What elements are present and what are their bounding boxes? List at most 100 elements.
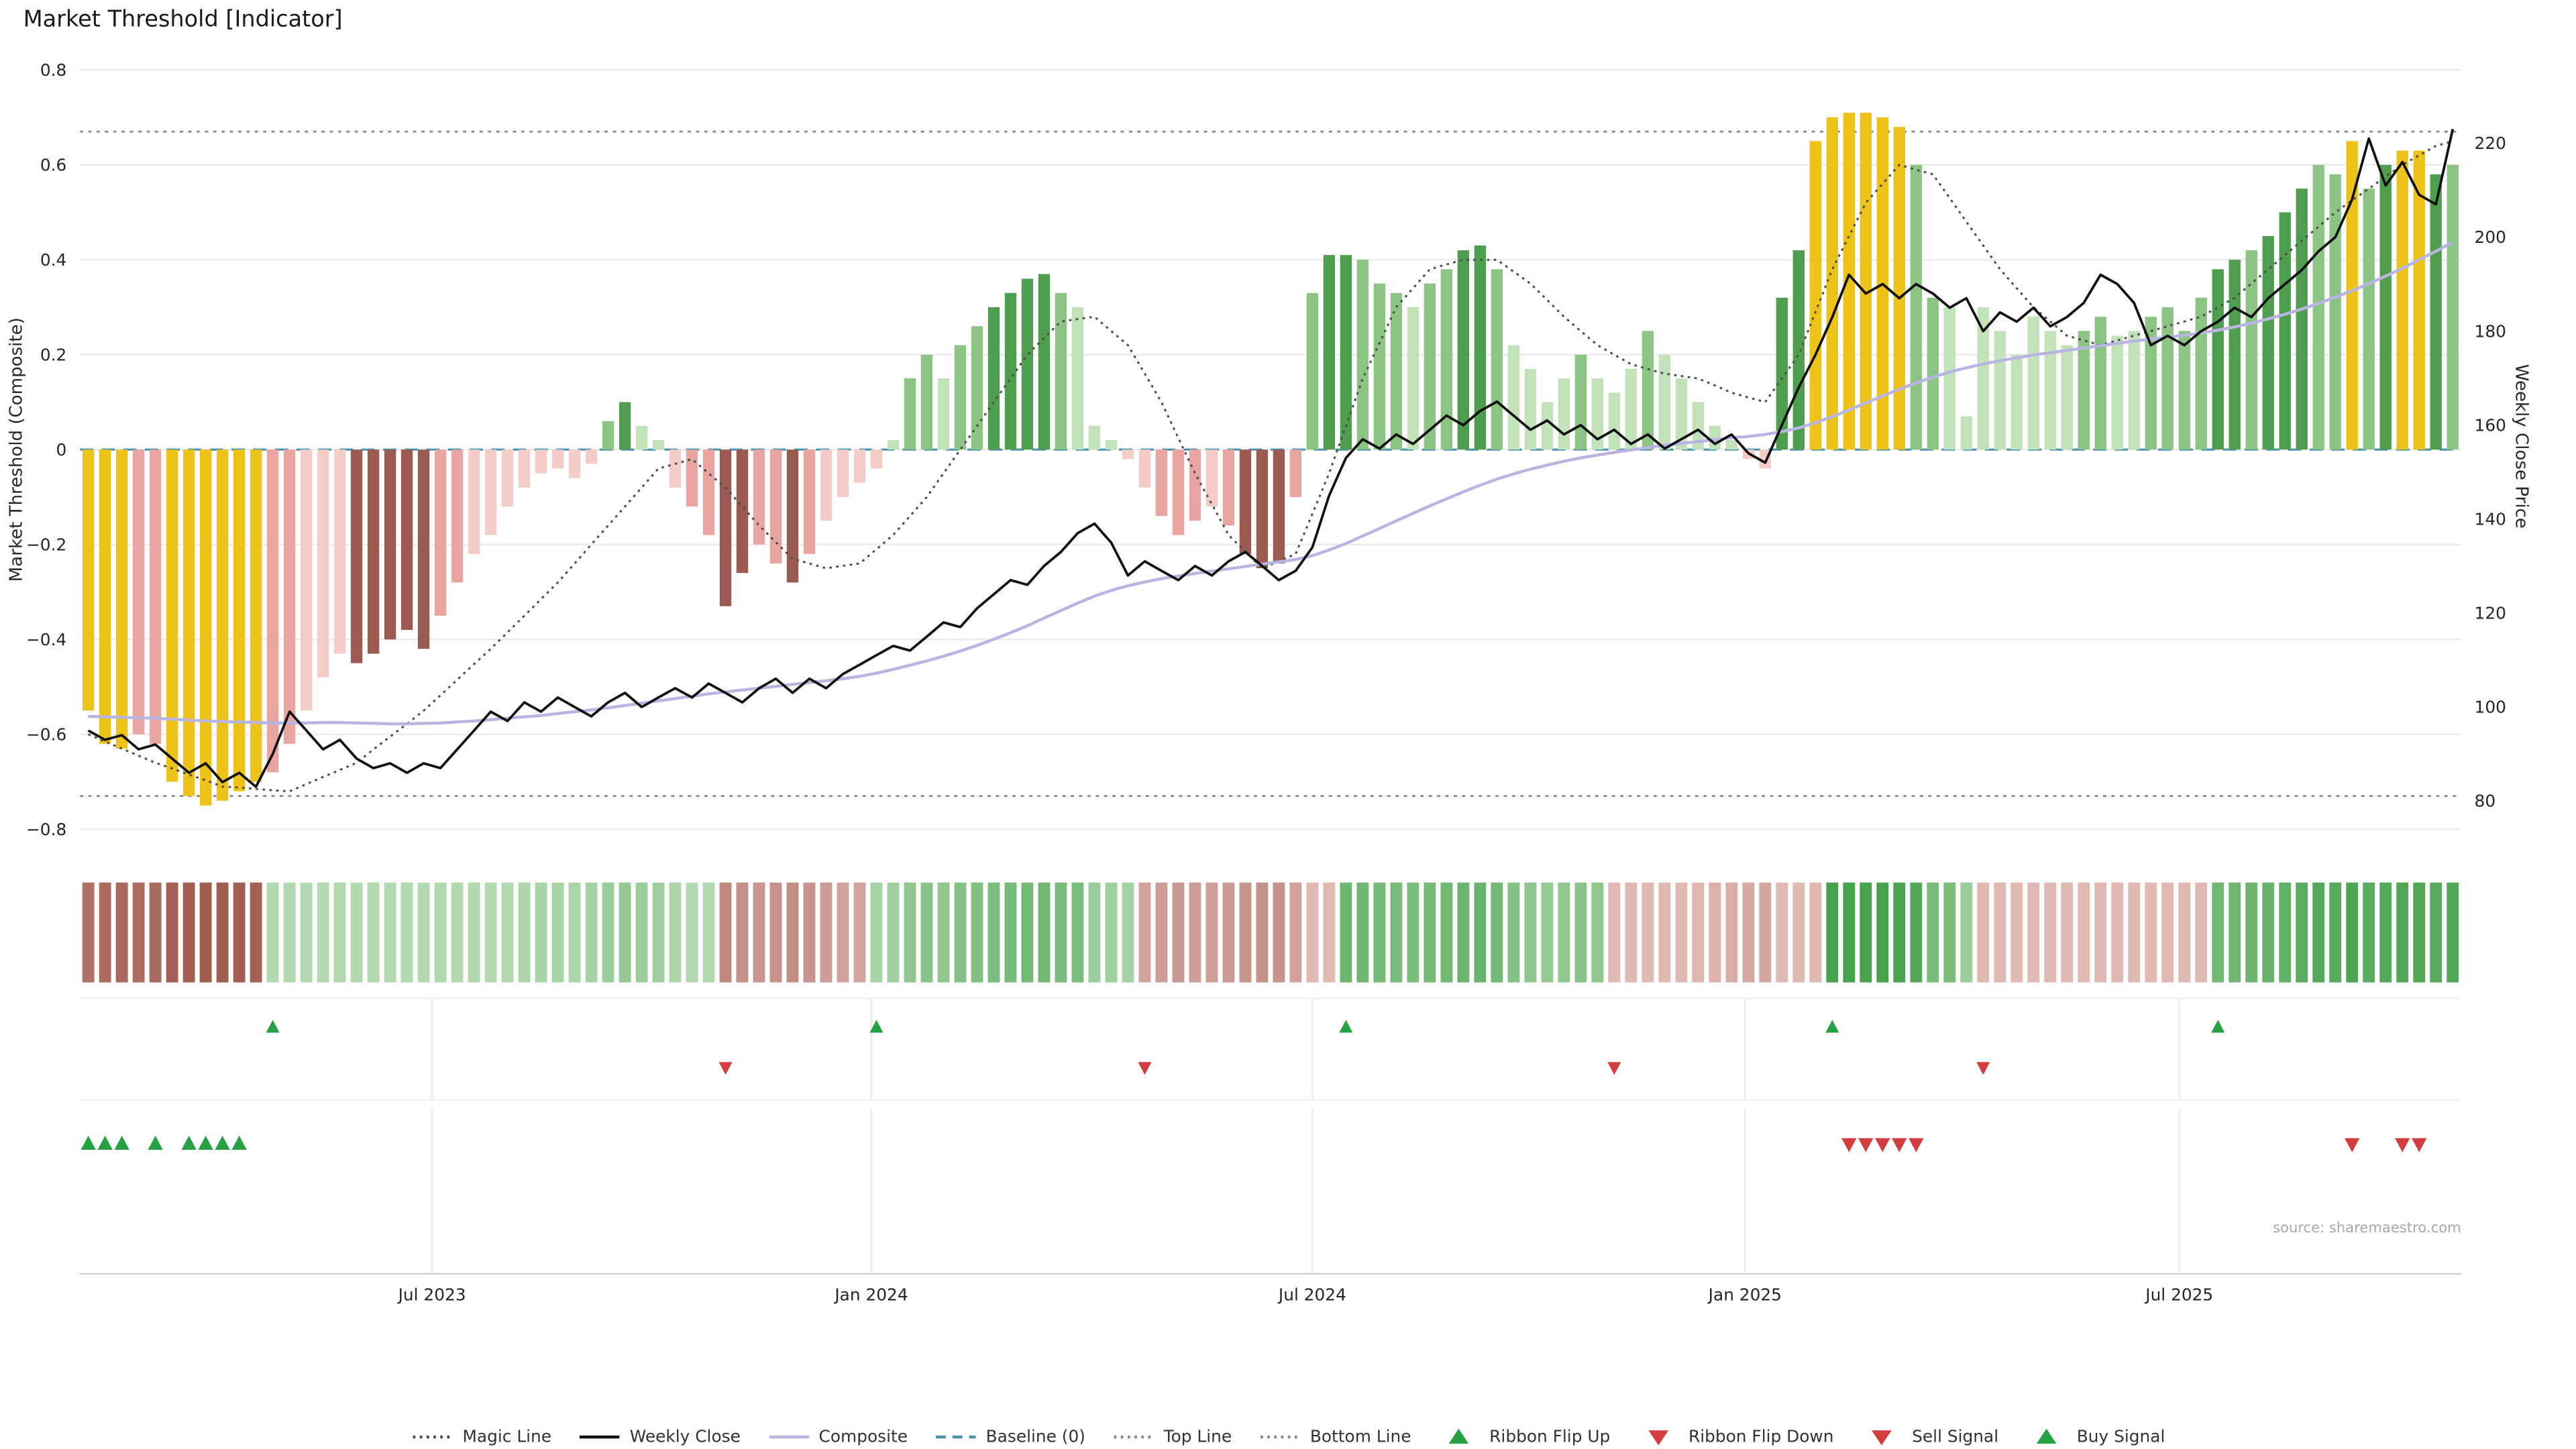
threshold-bar: [451, 449, 464, 583]
threshold-bar: [1591, 378, 1604, 450]
ribbon-bar: [1927, 882, 1939, 983]
ribbon-bar: [2145, 882, 2157, 983]
threshold-bar: [1826, 117, 1838, 450]
triangle-down-icon: [1872, 1430, 1892, 1446]
ribbon-bar: [1138, 882, 1151, 983]
ribbon-bar: [971, 882, 983, 983]
threshold-bar: [2396, 150, 2408, 450]
ribbon-bar: [2413, 882, 2426, 983]
ribbon-bar: [669, 882, 682, 983]
threshold-bar: [1205, 449, 1218, 507]
ribbon-bar: [2078, 882, 2090, 983]
left-tick-label: 0.4: [40, 250, 66, 270]
right-tick-label: 200: [2475, 227, 2506, 247]
legend-label: Sell Signal: [1912, 1428, 1999, 1446]
threshold-bar: [2312, 164, 2324, 450]
ribbon-bar: [1591, 882, 1604, 983]
right-tick-label: 220: [2475, 133, 2506, 153]
legend-item-1: Weekly Close: [578, 1427, 741, 1447]
ribbon-bar: [920, 882, 933, 983]
ribbon-bar: [2296, 882, 2308, 983]
ribbon-bar: [837, 882, 849, 983]
ribbon-flip-up-marker: [266, 1020, 280, 1033]
legend-item-7: Ribbon Flip Down: [1637, 1427, 1833, 1447]
ribbon-bar: [1256, 882, 1269, 983]
threshold-bar: [2413, 150, 2425, 450]
threshold-bar: [2279, 212, 2291, 450]
ribbon-bar: [870, 882, 883, 983]
right-tick-label: 80: [2475, 792, 2496, 811]
ribbon-bar: [1189, 882, 1201, 983]
right-tick-label: 180: [2475, 321, 2506, 341]
threshold-bar: [300, 449, 313, 711]
ribbon-bar: [2212, 882, 2224, 983]
threshold-bar: [1239, 449, 1252, 554]
market-threshold-chart: 0.8 0.6 0.4 0.2 0 −0.2 −0.4 −0.6 −0.8 220 200 180 16…: [26, 60, 2506, 1305]
ribbon-bar: [1356, 882, 1369, 983]
legend-label: Magic Line: [462, 1428, 552, 1446]
ribbon-bar: [2128, 882, 2141, 983]
threshold-bar: [1004, 292, 1017, 450]
ribbon-bar: [987, 882, 1000, 983]
ribbon-bar: [1994, 882, 2006, 983]
left-tick-label: 0: [56, 440, 66, 460]
ribbon-bar: [1457, 882, 1470, 983]
weekly-close-line: [87, 128, 2455, 788]
threshold-bar: [702, 449, 715, 535]
threshold-bar: [803, 449, 816, 554]
threshold-bar: [1860, 112, 1872, 450]
ribbon-bar: [2447, 882, 2459, 983]
threshold-bar: [1189, 449, 1201, 521]
threshold-bar: [1390, 292, 1403, 450]
threshold-bar: [384, 449, 396, 640]
threshold-bar: [736, 449, 749, 574]
dotted-legend-marker-icon: [413, 1435, 453, 1439]
threshold-bar: [837, 449, 849, 497]
ribbon-bar: [233, 882, 246, 983]
ribbon-bar: [619, 882, 631, 983]
triangle-up-icon: [1449, 1428, 1470, 1444]
threshold-bar: [2128, 331, 2140, 450]
ribbon-flip-up-marker: [2211, 1020, 2225, 1033]
legend-item-8: Sell Signal: [1860, 1427, 1998, 1447]
right-tick-label: 140: [2475, 509, 2506, 529]
threshold-bar: [669, 449, 682, 488]
ribbon-bar: [250, 882, 262, 983]
sell-signal-marker: [1841, 1138, 1857, 1152]
threshold-bar: [2145, 317, 2157, 450]
threshold-bar: [434, 449, 447, 616]
ribbon-bar: [1792, 882, 1805, 983]
threshold-bar: [786, 449, 799, 583]
ribbon-bar: [468, 882, 480, 983]
ribbon-bar: [1843, 882, 1856, 983]
sell-signal-marker: [1875, 1138, 1890, 1152]
threshold-bar: [2262, 235, 2274, 450]
ribbon-bar: [1340, 882, 1352, 983]
threshold-bar: [1692, 402, 1705, 450]
threshold-bar: [2061, 345, 2073, 450]
threshold-bar: [1977, 307, 1989, 450]
threshold-bar: [2178, 331, 2190, 450]
ribbon-flip-up-marker: [1825, 1020, 1839, 1033]
threshold-bar: [1256, 449, 1269, 569]
ribbon-bar: [1558, 882, 1570, 983]
ribbon-bar: [2430, 882, 2443, 983]
threshold-bar: [1021, 278, 1034, 450]
buy-signal-marker: [114, 1135, 129, 1150]
ribbon-bar: [484, 882, 497, 983]
ribbon-bar: [1088, 882, 1101, 983]
ribbon-bar: [82, 882, 95, 983]
ribbon-bar: [585, 882, 598, 983]
threshold-bar: [2044, 331, 2056, 450]
ribbon-strip: [82, 882, 2459, 983]
ribbon-bar: [2044, 882, 2057, 983]
chart-title: Market Threshold [Indicator]: [23, 6, 343, 34]
ribbon-bar: [1658, 882, 1671, 983]
threshold-bar: [870, 449, 883, 469]
threshold-bar: [1340, 255, 1352, 450]
threshold-bar: [501, 449, 514, 507]
ribbon-bar: [518, 882, 531, 983]
threshold-bar: [987, 307, 1000, 450]
threshold-bar: [2363, 189, 2375, 450]
ribbon-bar: [283, 882, 296, 983]
